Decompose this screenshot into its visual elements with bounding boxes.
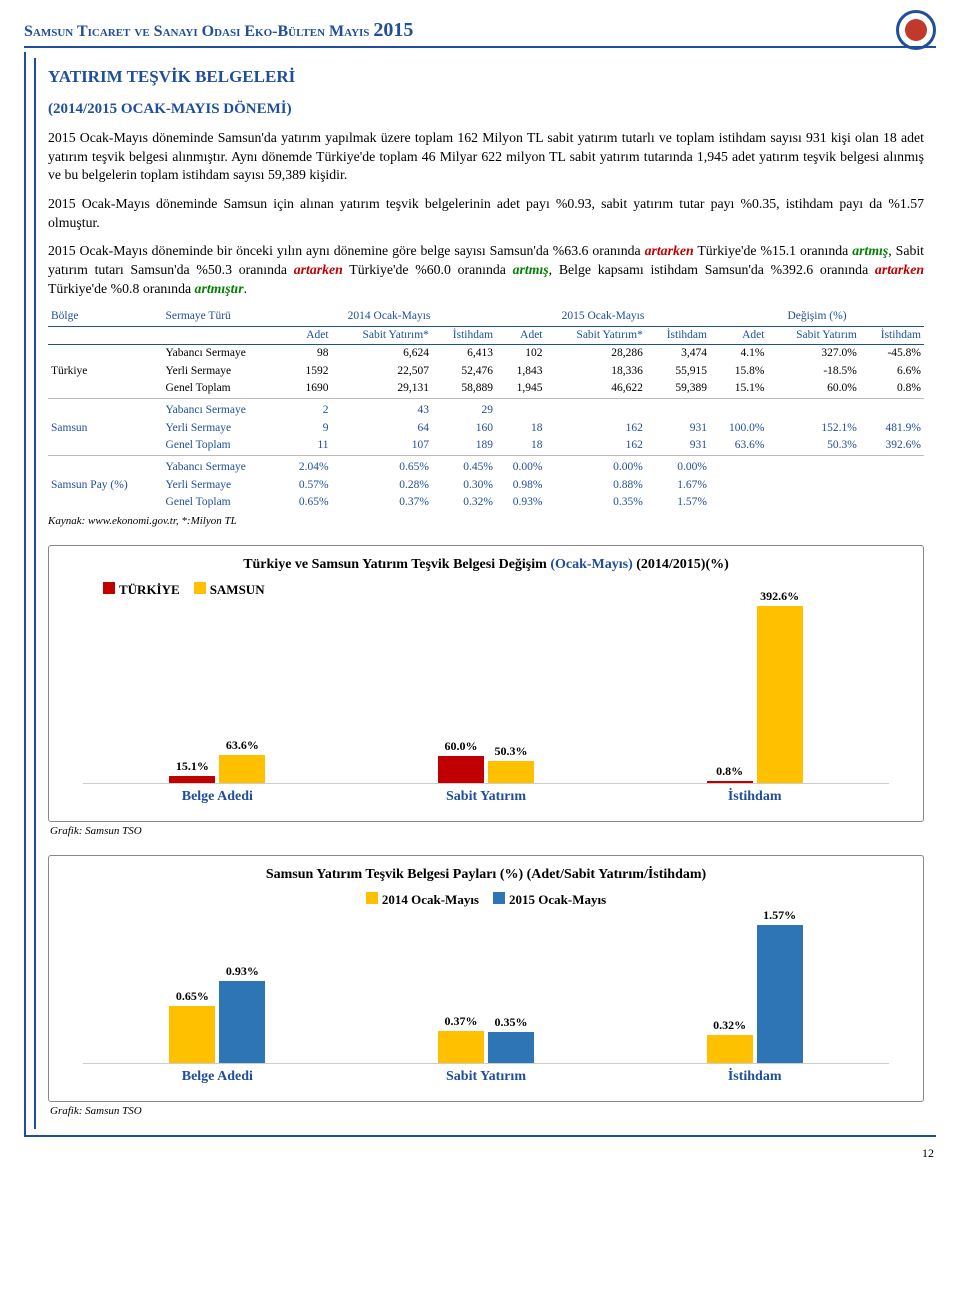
sub-sabit: Sabit Yatırım* [332, 326, 432, 345]
bar: 60.0% [438, 756, 484, 783]
category-label: İstihdam [620, 1068, 889, 1087]
table-row: Yabancı Sermaye24329 [48, 402, 924, 420]
table-row: SamsunYerli Sermaye96416018162931100.0%1… [48, 420, 924, 438]
chart-2-bars: 0.65%0.93%0.37%0.35%0.32%1.57% [83, 914, 889, 1064]
page-header: Samsun Ticaret ve Sanayi Odasi Eko-Bülte… [24, 10, 936, 48]
header-title: Samsun Ticaret ve Sanayi Odasi Eko-Bülte… [24, 17, 413, 44]
chart-2-legend: 2014 Ocak-Mayıs 2015 Ocak-Mayıs [63, 891, 909, 909]
bar-group: 15.1% 63.6% [83, 755, 352, 784]
bar: 392.6% [757, 606, 803, 783]
section-title: YATIRIM TEŞVİK BELGELERİ [48, 66, 924, 89]
bar: 0.37% [438, 1031, 484, 1064]
bar-value-label: 0.8% [716, 763, 743, 779]
bar: 50.3% [488, 761, 534, 784]
chart-1: Türkiye ve Samsun Yatırım Teşvik Belgesi… [48, 545, 924, 822]
grp-degisim: Değişim (%) [710, 308, 924, 326]
section-subtitle: (2014/2015 OCAK-MAYIS DÖNEMİ) [48, 99, 924, 119]
table-row: Yabancı Sermaye2.04%0.65%0.45%0.00%0.00%… [48, 459, 924, 477]
sub-istihdam: İstihdam [432, 326, 496, 345]
grp-2015: 2015 Ocak-Mayıs [496, 308, 710, 326]
chart-2-title: Samsun Yatırım Teşvik Belgesi Payları (%… [63, 866, 909, 885]
bar: 0.93% [219, 981, 265, 1063]
col-bolge: Bölge [48, 308, 163, 326]
bar-value-label: 0.37% [444, 1013, 477, 1029]
bar: 15.1% [169, 776, 215, 783]
bar-value-label: 60.0% [444, 738, 477, 754]
bar-value-label: 392.6% [760, 588, 799, 604]
bar: 0.32% [707, 1035, 753, 1063]
bar-group: 60.0%50.3% [352, 756, 621, 783]
category-label: İstihdam [620, 788, 889, 807]
table-row: Genel Toplam0.65%0.37%0.32%0.93%0.35%1.5… [48, 494, 924, 512]
bar-value-label: 0.32% [713, 1017, 746, 1033]
table-row: TürkiyeYerli Sermaye159222,50752,4761,84… [48, 363, 924, 381]
sub-adet: Adet [282, 326, 331, 345]
chart-1-title: Türkiye ve Samsun Yatırım Teşvik Belgesi… [63, 556, 909, 575]
chart-2: Samsun Yatırım Teşvik Belgesi Payları (%… [48, 855, 924, 1102]
bar-group: 0.65%0.93% [83, 981, 352, 1063]
category-label: Sabit Yatırım [352, 1068, 621, 1087]
bar-value-label: 0.93% [226, 963, 259, 979]
chart-1-source: Grafik: Samsun TSO [50, 824, 924, 839]
content-frame: YATIRIM TEŞVİK BELGELERİ (2014/2015 OCAK… [34, 58, 928, 1129]
page-number: 12 [922, 1145, 934, 1161]
table-row: Genel Toplam111071891816293163.6%50.3%39… [48, 437, 924, 455]
chart-1-bars: 15.1%63.6%60.0%50.3%0.8%392.6% [83, 604, 889, 784]
bar: 0.8% [707, 781, 753, 783]
logo-icon [896, 10, 936, 50]
bar-value-label: 50.3% [494, 743, 527, 759]
bar: 0.65% [169, 1006, 215, 1063]
bar-value-label: 63.6% [226, 737, 259, 753]
table-row: Genel Toplam169029,13158,8891,94546,6225… [48, 380, 924, 398]
chart-1-categories: Belge AdediSabit Yatırımİstihdam [83, 788, 889, 807]
paragraph-1: 2015 Ocak-Mayıs döneminde Samsun'da yatı… [48, 129, 924, 185]
bar-group: 0.32%1.57% [620, 925, 889, 1064]
bar-value-label: 1.57% [763, 907, 796, 923]
bar-value-label: 15.1% [176, 758, 209, 774]
bar-group: 0.8% 392.6% [620, 606, 889, 783]
bar-value-label: 0.65% [176, 988, 209, 1004]
outer-frame: YATIRIM TEŞVİK BELGELERİ (2014/2015 OCAK… [24, 52, 936, 1137]
category-label: Sabit Yatırım [352, 788, 621, 807]
col-sermaye: Sermaye Türü [163, 308, 283, 326]
grp-2014: 2014 Ocak-Mayıs [282, 308, 496, 326]
table-row: Samsun Pay (%)Yerli Sermaye0.57%0.28%0.3… [48, 477, 924, 495]
paragraph-2: 2015 Ocak-Mayıs döneminde Samsun için al… [48, 195, 924, 232]
category-label: Belge Adedi [83, 788, 352, 807]
bar: 1.57% [757, 925, 803, 1064]
table-source: Kaynak: www.ekonomi.gov.tr, *:Milyon TL [48, 514, 924, 529]
bar: 63.6% [219, 755, 265, 784]
data-table: Bölge Sermaye Türü 2014 Ocak-Mayıs 2015 … [48, 308, 924, 512]
table-row: Yabancı Sermaye986,6246,41310228,2863,47… [48, 345, 924, 363]
category-label: Belge Adedi [83, 1068, 352, 1087]
paragraph-3: 2015 Ocak-Mayıs döneminde bir önceki yıl… [48, 242, 924, 298]
chart-2-categories: Belge AdediSabit Yatırımİstihdam [83, 1068, 889, 1087]
bar-group: 0.37%0.35% [352, 1031, 621, 1064]
bar: 0.35% [488, 1032, 534, 1063]
bar-value-label: 0.35% [494, 1014, 527, 1030]
chart-2-source: Grafik: Samsun TSO [50, 1104, 924, 1119]
